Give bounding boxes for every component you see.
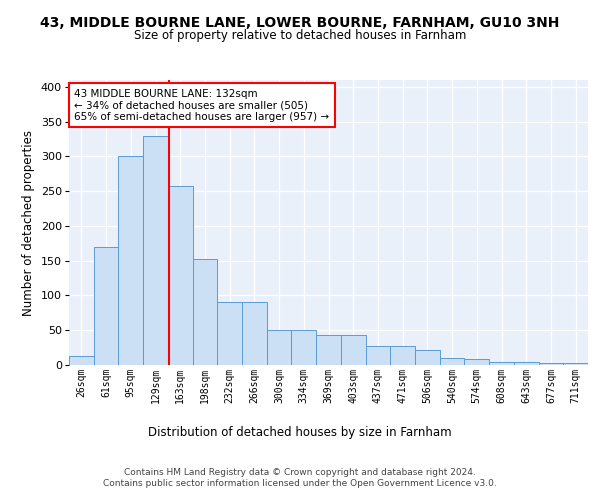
Text: 43 MIDDLE BOURNE LANE: 132sqm
← 34% of detached houses are smaller (505)
65% of : 43 MIDDLE BOURNE LANE: 132sqm ← 34% of d…: [74, 88, 329, 122]
Bar: [563, 363, 588, 365]
Bar: [390, 346, 415, 365]
Bar: [217, 302, 242, 365]
Text: Distribution of detached houses by size in Farnham: Distribution of detached houses by size …: [148, 426, 452, 439]
Bar: [242, 302, 267, 365]
Bar: [365, 346, 390, 365]
Bar: [267, 330, 292, 365]
Y-axis label: Number of detached properties: Number of detached properties: [22, 130, 35, 316]
Bar: [118, 156, 143, 365]
Bar: [143, 136, 168, 365]
Bar: [168, 186, 193, 365]
Bar: [539, 363, 563, 365]
Text: Contains HM Land Registry data © Crown copyright and database right 2024.
Contai: Contains HM Land Registry data © Crown c…: [103, 468, 497, 487]
Bar: [316, 335, 341, 365]
Bar: [489, 362, 514, 365]
Bar: [415, 350, 440, 365]
Bar: [464, 358, 489, 365]
Bar: [341, 335, 365, 365]
Bar: [440, 358, 464, 365]
Bar: [94, 247, 118, 365]
Bar: [292, 330, 316, 365]
Bar: [514, 362, 539, 365]
Text: Size of property relative to detached houses in Farnham: Size of property relative to detached ho…: [134, 29, 466, 42]
Bar: [193, 260, 217, 365]
Bar: [69, 356, 94, 365]
Text: 43, MIDDLE BOURNE LANE, LOWER BOURNE, FARNHAM, GU10 3NH: 43, MIDDLE BOURNE LANE, LOWER BOURNE, FA…: [40, 16, 560, 30]
